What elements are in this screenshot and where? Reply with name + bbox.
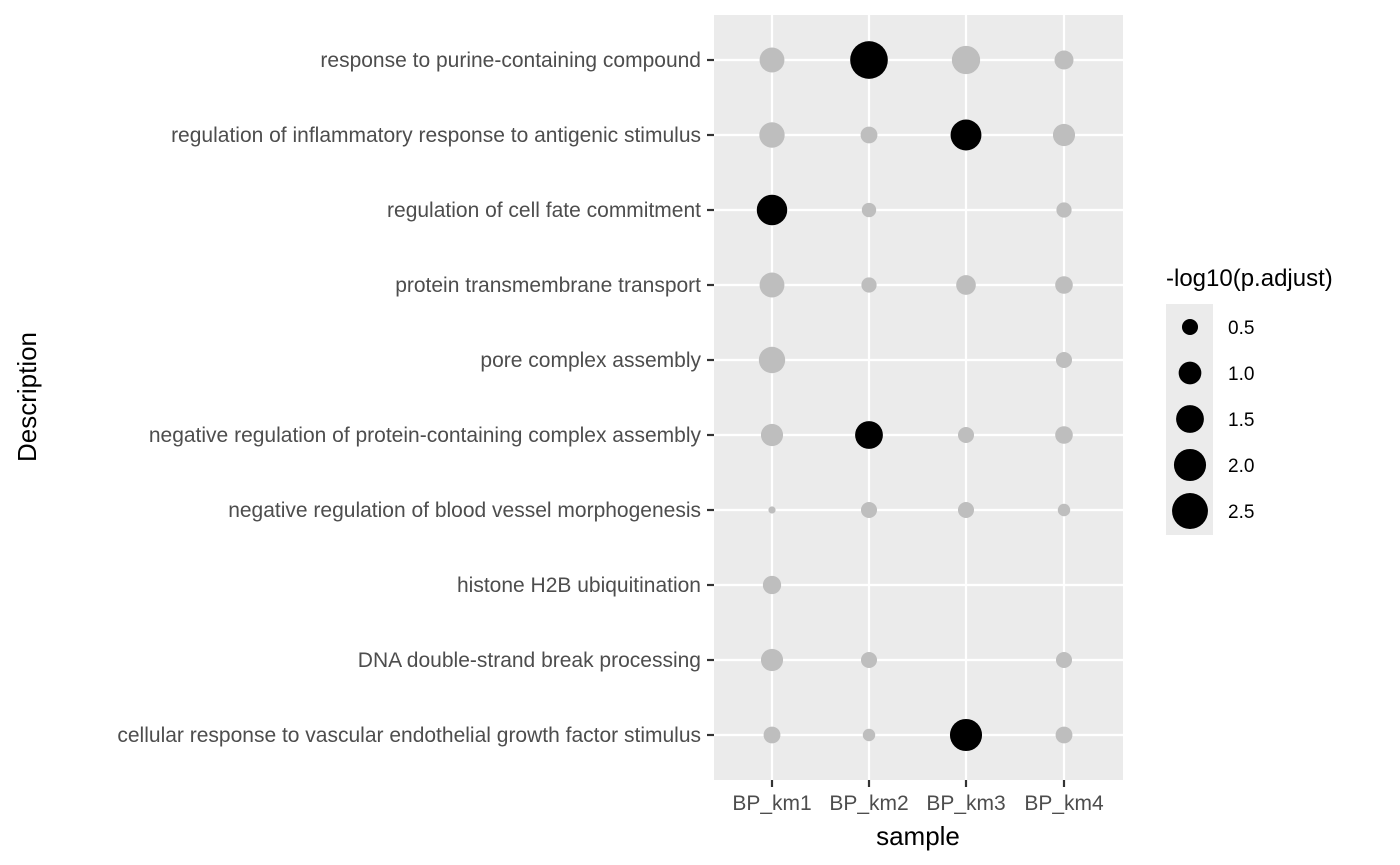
data-point [860, 651, 878, 669]
y-tick-label: regulation of inflammatory response to a… [171, 124, 701, 147]
legend-key-circle [1176, 405, 1204, 433]
legend-label: 2.5 [1228, 502, 1254, 523]
y-tick-label: DNA double-strand break processing [358, 649, 701, 672]
legend-label: 0.5 [1228, 318, 1254, 339]
y-tick-label: pore complex assembly [480, 349, 701, 372]
data-point [760, 648, 784, 672]
legend-label: 2.0 [1228, 456, 1254, 477]
data-points [756, 41, 1076, 752]
data-point [768, 506, 776, 514]
legend-items: 0.5 1.0 1.5 2.0 2.5 [1172, 318, 1254, 529]
y-tick-label: protein transmembrane transport [395, 274, 701, 297]
x-axis-title: sample [876, 821, 960, 851]
data-point [855, 421, 883, 449]
data-point [756, 194, 788, 226]
data-point [1057, 503, 1071, 517]
data-point [759, 272, 785, 298]
data-point [759, 122, 785, 148]
data-point [1055, 276, 1073, 294]
legend-label: 1.0 [1228, 364, 1254, 385]
data-point [957, 426, 975, 444]
data-point [1055, 651, 1073, 669]
data-point [1052, 123, 1076, 147]
legend-key-circle [1178, 361, 1202, 385]
x-tick-label: BP_km4 [1024, 792, 1104, 815]
y-tick-label: negative regulation of blood vessel morp… [228, 499, 701, 522]
data-point [957, 501, 975, 519]
x-tick-label: BP_km2 [829, 792, 908, 815]
data-point [862, 728, 876, 742]
legend-label: 1.5 [1228, 410, 1254, 431]
data-point [850, 41, 888, 79]
y-tick-label: regulation of cell fate commitment [387, 199, 701, 222]
data-point [760, 423, 784, 447]
x-axis-ticks: BP_km1 BP_km2 BP_km3 BP_km4 [732, 780, 1104, 815]
data-point [759, 47, 785, 73]
data-point [763, 726, 781, 744]
y-tick-label: response to purine-containing compound [320, 49, 701, 72]
data-point [860, 126, 878, 144]
data-point [861, 277, 877, 293]
data-point [951, 45, 981, 75]
y-tick-label: histone H2B ubiquitination [457, 574, 701, 597]
data-point [1055, 726, 1073, 744]
y-axis-title: Description [12, 332, 42, 462]
y-tick-label: negative regulation of protein-containin… [149, 424, 702, 447]
data-point [949, 718, 983, 752]
data-point [762, 575, 782, 595]
legend-key-circle [1173, 448, 1207, 482]
data-point [1055, 351, 1073, 369]
x-tick-label: BP_km3 [926, 792, 1005, 815]
legend-key-circle [1172, 493, 1208, 529]
data-point [861, 202, 877, 218]
size-legend: -log10(p.adjust) 0.5 1.0 1.5 2.0 2.5 [1166, 265, 1333, 535]
data-point [860, 501, 878, 519]
data-point [950, 119, 982, 151]
y-axis-ticks: response to purine-containing compound re… [117, 49, 714, 747]
y-tick-label: cellular response to vascular endothelia… [117, 724, 701, 747]
data-point [758, 346, 786, 374]
x-tick-label: BP_km1 [732, 792, 811, 815]
data-point [956, 275, 976, 295]
data-point [1055, 426, 1073, 444]
data-point [1056, 202, 1072, 218]
legend-key-circle [1181, 318, 1199, 336]
legend-title: -log10(p.adjust) [1166, 265, 1333, 292]
data-point [1054, 50, 1074, 70]
